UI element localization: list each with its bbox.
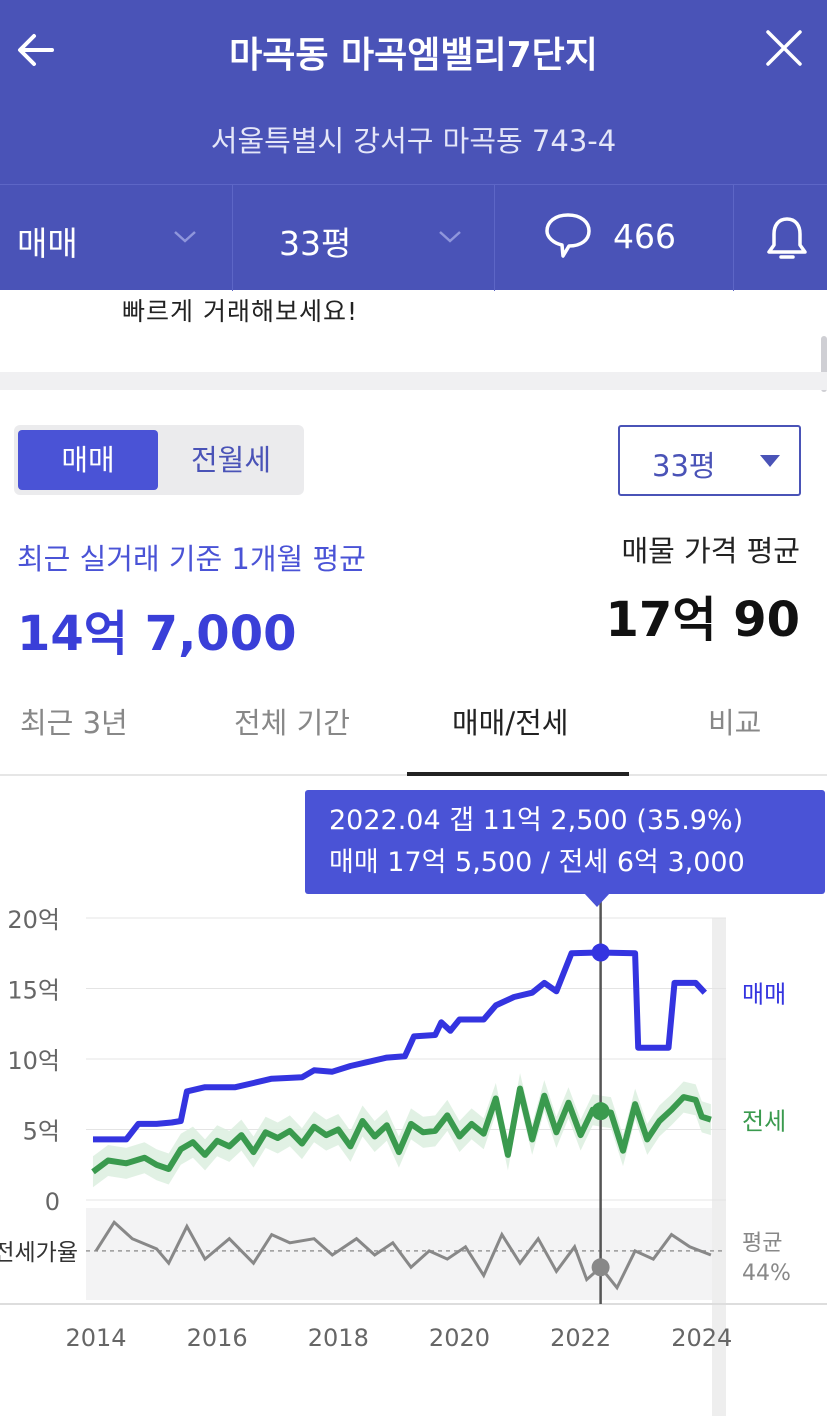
ratio-avg-label: 평균: [742, 1231, 782, 1256]
comments-button[interactable]: 466: [495, 185, 734, 291]
tab-compare[interactable]: 비교: [708, 706, 762, 740]
listing-price-value: 17억 90: [605, 592, 800, 648]
close-icon[interactable]: [764, 28, 804, 68]
filter-bar: 매매 33평 466: [0, 184, 827, 291]
y-tick-label: 0: [45, 1188, 60, 1216]
tooltip-prices: 매매 17억 5,500 / 전세 6억 3,000: [329, 847, 745, 878]
active-tab-indicator: [407, 772, 629, 776]
section-divider: [0, 372, 827, 390]
x-tick-label: 2016: [187, 1324, 248, 1352]
notice-text: 빠르게 거래해보세요!: [122, 297, 358, 326]
x-tick-label: 2022: [550, 1324, 611, 1352]
comment-count: 466: [613, 217, 676, 256]
chart-tooltip: 2022.04 갭 11억 2,500 (35.9%) 매매 17억 5,500…: [305, 790, 825, 894]
size-label: 33평: [279, 224, 352, 263]
tab-sale-jeonse[interactable]: 매매/전세: [452, 706, 569, 740]
y-tick-label: 10억: [7, 1047, 60, 1075]
deal-type-toggle: 매매 전월세: [14, 425, 304, 495]
ratio-band-bg: [86, 1208, 726, 1300]
address-text: 서울특별시 강서구 마곡동 743-4: [210, 124, 617, 158]
ratio-avg-label: 44%: [742, 1261, 791, 1286]
size-select-value: 33평: [652, 449, 716, 483]
recent-price-value: 14억 7,000: [17, 606, 297, 662]
sale-series-label: 매매: [742, 981, 786, 1009]
x-tick-label: 2024: [671, 1324, 732, 1352]
y-tick-label: 20억: [7, 906, 60, 934]
tooltip-pointer: [584, 893, 610, 907]
tooltip-gap: 2022.04 갭 11억 2,500 (35.9%): [329, 805, 744, 836]
period-tabs: 최근 3년 전체 기간 매매/전세 비교: [0, 690, 827, 776]
x-tick-label: 2020: [429, 1324, 490, 1352]
tab-all-period[interactable]: 전체 기간: [234, 706, 350, 740]
scrollbar-thumb[interactable]: [821, 336, 827, 392]
jeonse-ratio-line: [94, 1219, 712, 1291]
app-header: 마곡동 마곡엠밸리7단지 서울특별시 강서구 마곡동 743-4 매매 33평 …: [0, 0, 827, 291]
right-shade-strip: [712, 918, 726, 1416]
page-title: 마곡동 마곡엠밸리7단지: [229, 35, 598, 76]
toggle-rent[interactable]: 전월세: [190, 443, 272, 477]
listing-price-label: 매물 가격 평균: [621, 534, 800, 568]
price-chart-svg[interactable]: 20억 15억 10억 5억 0 2014 2016 2018 2020 2022 2024 매매전세…: [0, 780, 827, 1416]
chevron-down-icon: [439, 231, 461, 243]
caret-down-icon: [760, 455, 780, 467]
deal-type-dropdown[interactable]: 매매: [0, 185, 233, 291]
size-dropdown[interactable]: 33평: [233, 185, 495, 291]
jeonse-range-band: [92, 1073, 711, 1188]
bell-icon: [767, 217, 807, 259]
toggle-sale[interactable]: 매매: [18, 430, 158, 490]
recent-price-label: 최근 실거래 기준 1개월 평균: [17, 542, 366, 576]
y-tick-label: 15억: [7, 977, 60, 1005]
x-tick-label: 2018: [308, 1324, 369, 1352]
back-arrow-icon[interactable]: [14, 28, 58, 72]
size-select[interactable]: 33평: [618, 425, 801, 496]
chevron-down-icon: [174, 231, 196, 243]
deal-type-label: 매매: [17, 224, 78, 263]
x-tick-label: 2014: [65, 1324, 126, 1352]
y-tick-label: 5억: [23, 1118, 60, 1146]
ratio-marker: [591, 1258, 610, 1277]
jeonse-marker: [591, 1102, 610, 1121]
speech-bubble-icon: [545, 213, 591, 258]
alert-button[interactable]: [734, 185, 827, 291]
tab-recent-3y[interactable]: 최근 3년: [20, 706, 128, 740]
jeonse-price-line: [91, 1085, 712, 1175]
sale-marker: [591, 943, 610, 962]
jeonse-series-label: 전세: [742, 1108, 786, 1136]
ratio-label: 전세가율: [0, 1240, 78, 1266]
